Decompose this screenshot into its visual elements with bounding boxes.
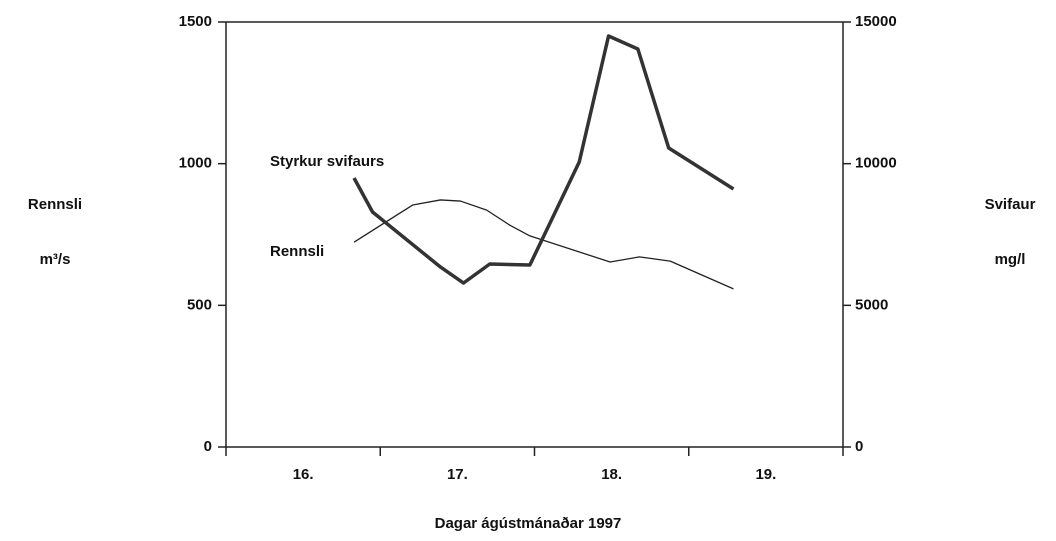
y-tick-label: 1500 [179, 13, 212, 30]
y-axis-unit: m³/s [40, 251, 71, 268]
y2-tick-label: 15000 [855, 13, 897, 30]
x-tick-label: 17. [447, 466, 468, 483]
x-tick-label: 18. [601, 466, 622, 483]
y-tick-label: 0 [204, 438, 212, 455]
y2-tick-label: 5000 [855, 296, 888, 313]
x-tick-label: 19. [755, 466, 776, 483]
series-label: Rennsli [270, 243, 324, 260]
y-axis-label: Rennsli [28, 196, 82, 213]
series-line [353, 199, 734, 290]
x-tick-label: 16. [293, 466, 314, 483]
series-line [352, 34, 735, 285]
x-axis-label: Dagar ágústmánaðar 1997 [435, 515, 622, 532]
y-tick-label: 1000 [179, 155, 212, 172]
series-label: Styrkur svifaurs [270, 153, 384, 170]
y2-tick-label: 10000 [855, 155, 897, 172]
y2-axis-label: Svifaur [985, 196, 1036, 213]
y-tick-label: 500 [187, 296, 212, 313]
y2-tick-label: 0 [855, 438, 863, 455]
y2-axis-unit: mg/l [995, 251, 1026, 268]
